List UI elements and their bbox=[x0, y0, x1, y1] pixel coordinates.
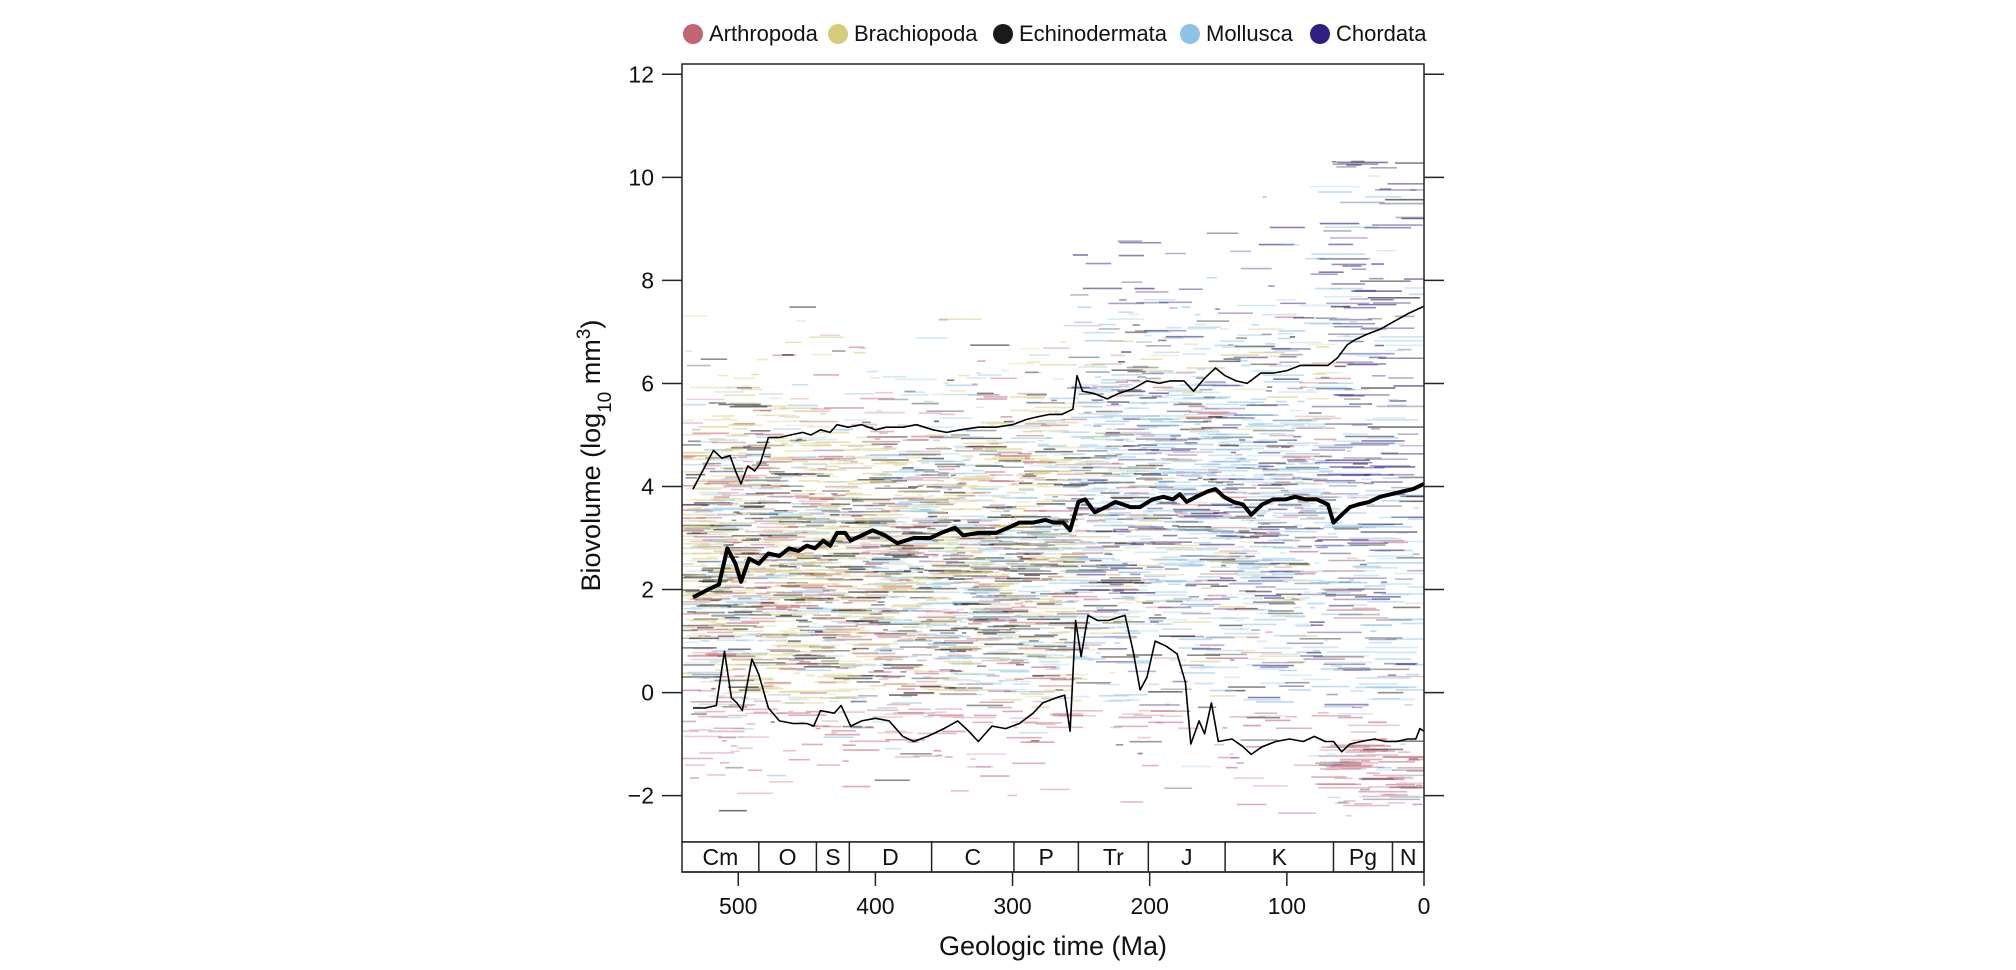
period-label: Tr bbox=[1103, 844, 1124, 870]
x-tick-label: 100 bbox=[1268, 893, 1306, 919]
y-tick-label: 12 bbox=[628, 61, 654, 87]
occurrence-ranges bbox=[682, 160, 1424, 817]
statistic-lines bbox=[692, 305, 1424, 756]
legend-label: Mollusca bbox=[1206, 21, 1294, 46]
y-axis-title-base: Biovolume (log bbox=[576, 413, 606, 592]
legend-item: Chordata bbox=[1310, 21, 1427, 46]
legend-swatch bbox=[683, 24, 703, 44]
legend-label: Brachiopoda bbox=[854, 21, 978, 46]
period-cell: O bbox=[779, 842, 818, 872]
y-tick-label: 4 bbox=[641, 473, 654, 499]
x-tick-label: 200 bbox=[1131, 893, 1169, 919]
y-axis-title: Biovolume (log10 mm3) bbox=[574, 320, 616, 592]
y-tick-label: 2 bbox=[641, 577, 654, 603]
y-tick-label: 10 bbox=[628, 164, 654, 190]
period-bar: Cm O S D C P Tr J K Pg N bbox=[681, 841, 1425, 873]
x-tick-label: 400 bbox=[856, 893, 894, 919]
y-tick-label: 0 bbox=[641, 680, 654, 706]
legend-item: Mollusca bbox=[1180, 21, 1294, 46]
legend: Arthropoda Brachiopoda Echinodermata Mollus… bbox=[683, 21, 1427, 46]
upper-line bbox=[692, 305, 1424, 490]
x-tick-label: 500 bbox=[719, 893, 757, 919]
lower-line bbox=[693, 614, 1424, 756]
period-label: P bbox=[1038, 844, 1053, 870]
period-label: K bbox=[1272, 844, 1288, 870]
legend-item: Arthropoda bbox=[683, 21, 819, 46]
mean-line bbox=[692, 482, 1424, 600]
period-label: S bbox=[825, 844, 840, 870]
legend-swatch bbox=[828, 24, 848, 44]
period-label: O bbox=[779, 844, 797, 870]
legend-item: Brachiopoda bbox=[828, 21, 978, 46]
x-axis-title: Geologic time (Ma) bbox=[939, 931, 1167, 961]
period-label: C bbox=[964, 844, 981, 870]
period-label: J bbox=[1181, 844, 1193, 870]
period-cell: N bbox=[1400, 842, 1425, 872]
x-tick-label: 300 bbox=[993, 893, 1031, 919]
y-tick-label: 8 bbox=[641, 267, 654, 293]
legend-swatch bbox=[1310, 24, 1330, 44]
legend-label: Chordata bbox=[1336, 21, 1427, 46]
legend-item: Echinodermata bbox=[993, 21, 1168, 46]
y-axis-title-unit: mm bbox=[576, 339, 606, 391]
y-axis: −2 0 2 4 6 8 10 12 bbox=[628, 61, 1444, 809]
y-tick-label: −2 bbox=[628, 783, 654, 809]
period-cell: P bbox=[1038, 842, 1080, 872]
y-axis-title-close: ) bbox=[576, 320, 606, 329]
period-cell: D bbox=[882, 842, 933, 872]
period-cell: J bbox=[1181, 842, 1226, 872]
legend-swatch bbox=[1180, 24, 1200, 44]
period-cell: K bbox=[1272, 842, 1335, 872]
period-label: D bbox=[882, 844, 899, 870]
period-label: N bbox=[1400, 844, 1417, 870]
y-tick-label: 6 bbox=[641, 370, 654, 396]
y-axis-title-sub: 10 bbox=[595, 392, 616, 413]
x-axis: 500 400 300 200 100 0 bbox=[682, 871, 1431, 919]
period-cell: Pg bbox=[1349, 842, 1394, 872]
legend-swatch bbox=[993, 24, 1013, 44]
y-axis-title-sup: 3 bbox=[574, 329, 595, 340]
period-label: Cm bbox=[703, 844, 739, 870]
period-bar-frame bbox=[681, 841, 1425, 873]
period-cell: Tr bbox=[1103, 842, 1150, 872]
period-cell: S bbox=[825, 842, 851, 872]
x-tick-label: 0 bbox=[1418, 893, 1431, 919]
legend-label: Arthropoda bbox=[709, 21, 819, 46]
period-cell: C bbox=[964, 842, 1015, 872]
period-cell: Cm bbox=[703, 842, 760, 872]
period-label: Pg bbox=[1349, 844, 1377, 870]
legend-label: Echinodermata bbox=[1019, 21, 1168, 46]
